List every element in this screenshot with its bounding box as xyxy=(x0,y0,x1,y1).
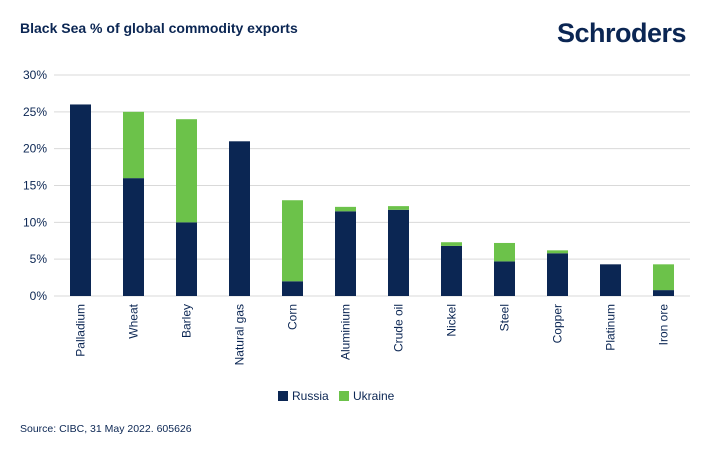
bar-ukraine-wheat xyxy=(123,111,144,179)
legend-swatch-ukraine xyxy=(339,391,349,401)
legend: Russia Ukraine xyxy=(278,389,395,403)
bar-russia-aluminium xyxy=(335,211,356,296)
legend-label-russia: Russia xyxy=(292,389,329,403)
y-tick-label: 10% xyxy=(23,215,47,229)
bar-russia-corn xyxy=(282,281,303,296)
y-axis-ticks: 0% 5% 10% 15% 20% 25% 30% xyxy=(23,68,47,303)
bar-ukraine-corn xyxy=(282,200,303,282)
bar-russia-wheat xyxy=(123,178,144,296)
y-tick-label: 25% xyxy=(23,105,47,119)
bar-ukraine-iron-ore xyxy=(653,264,674,291)
x-tick-label: Palladium xyxy=(74,304,88,357)
x-tick-label: Steel xyxy=(498,304,512,331)
bar-ukraine-aluminium xyxy=(335,206,356,212)
x-tick-label: Corn xyxy=(286,304,300,330)
y-tick-label: 30% xyxy=(23,68,47,82)
bar-russia-steel xyxy=(494,261,515,296)
y-tick-label: 5% xyxy=(30,252,48,266)
y-tick-label: 20% xyxy=(23,142,47,156)
bar-ukraine-copper xyxy=(547,250,568,254)
brand-logo: Schroders xyxy=(556,18,687,48)
bar-russia-nickel xyxy=(441,245,462,296)
x-tick-label: Platinum xyxy=(604,304,618,351)
y-tick-label: 15% xyxy=(23,179,47,193)
source-note: Source: CIBC, 31 May 2022. 605626 xyxy=(20,423,192,435)
legend-label-ukraine: Ukraine xyxy=(353,389,395,403)
bar-russia-copper xyxy=(547,253,568,296)
x-tick-label: Wheat xyxy=(127,303,141,338)
x-axis-ticks: Palladium Wheat Barley Natural gas Corn Alumi… xyxy=(74,303,671,365)
x-tick-label: Iron ore xyxy=(657,304,671,346)
bar-russia-crude-oil xyxy=(388,209,409,296)
x-tick-label: Aluminium xyxy=(339,304,353,360)
bar-russia-barley xyxy=(176,222,197,296)
bar-russia-natural-gas xyxy=(229,141,250,296)
bar-ukraine-steel xyxy=(494,242,515,262)
x-tick-label: Nickel xyxy=(445,304,459,337)
y-tick-label: 0% xyxy=(30,289,48,303)
bar-russia-platinum xyxy=(600,264,621,296)
bar-ukraine-nickel xyxy=(441,242,462,246)
bars xyxy=(70,104,674,296)
gridlines xyxy=(54,74,690,297)
bar-russia-palladium xyxy=(70,104,91,296)
x-tick-label: Copper xyxy=(551,304,565,343)
x-tick-label: Natural gas xyxy=(233,304,247,365)
x-tick-label: Crude oil xyxy=(392,304,406,352)
chart-title: Black Sea % of global commodity exports xyxy=(20,20,298,36)
legend-swatch-russia xyxy=(278,391,288,401)
bar-ukraine-crude-oil xyxy=(388,206,409,210)
bar-ukraine-barley xyxy=(176,119,197,223)
bar-russia-iron-ore xyxy=(653,290,674,296)
x-tick-label: Barley xyxy=(180,304,194,338)
